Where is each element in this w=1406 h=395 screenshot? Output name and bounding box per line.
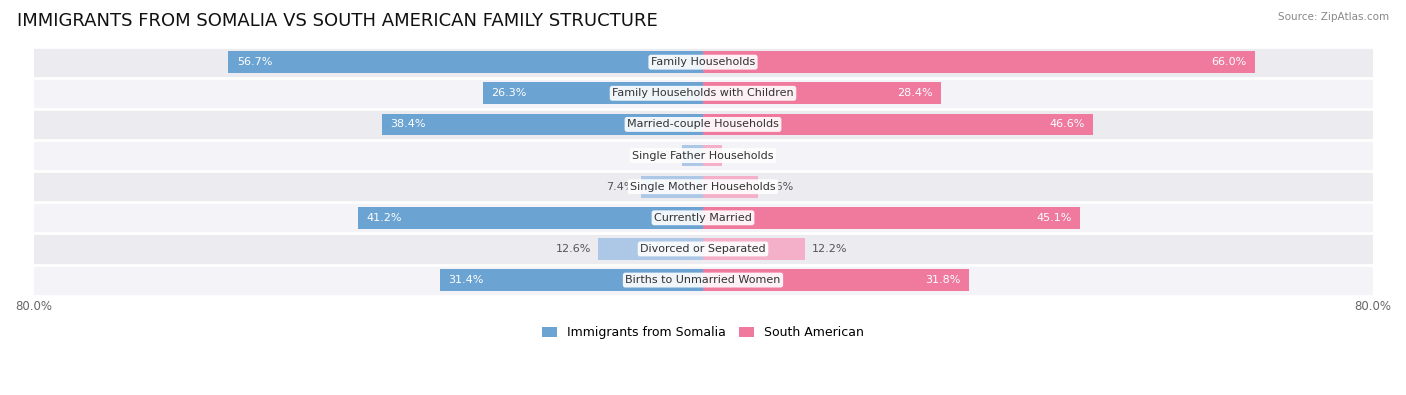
Bar — [703, 238, 806, 260]
Bar — [34, 78, 1372, 109]
Text: 2.3%: 2.3% — [728, 150, 758, 160]
Text: 46.6%: 46.6% — [1049, 119, 1084, 130]
Bar — [440, 269, 703, 291]
Text: Family Households with Children: Family Households with Children — [612, 88, 794, 98]
Bar — [34, 171, 1372, 202]
Text: 6.6%: 6.6% — [765, 182, 793, 192]
Bar — [359, 207, 703, 229]
Bar — [34, 109, 1372, 140]
Bar — [34, 47, 1372, 78]
Text: 41.2%: 41.2% — [367, 213, 402, 223]
Bar — [703, 176, 758, 198]
Bar — [703, 269, 969, 291]
Bar — [34, 202, 1372, 233]
Text: Single Mother Households: Single Mother Households — [630, 182, 776, 192]
Text: 56.7%: 56.7% — [236, 57, 273, 67]
Bar — [703, 83, 941, 104]
Bar — [703, 145, 723, 166]
Bar — [34, 140, 1372, 171]
Bar — [641, 176, 703, 198]
Bar — [34, 265, 1372, 295]
Text: Divorced or Separated: Divorced or Separated — [640, 244, 766, 254]
Text: Family Households: Family Households — [651, 57, 755, 67]
Bar — [482, 83, 703, 104]
Bar — [682, 145, 703, 166]
Text: Single Father Households: Single Father Households — [633, 150, 773, 160]
Legend: Immigrants from Somalia, South American: Immigrants from Somalia, South American — [537, 321, 869, 344]
Text: Currently Married: Currently Married — [654, 213, 752, 223]
Text: 66.0%: 66.0% — [1212, 57, 1247, 67]
Text: 12.2%: 12.2% — [811, 244, 848, 254]
Bar — [229, 51, 703, 73]
Text: 7.4%: 7.4% — [606, 182, 634, 192]
Bar — [34, 233, 1372, 265]
Text: IMMIGRANTS FROM SOMALIA VS SOUTH AMERICAN FAMILY STRUCTURE: IMMIGRANTS FROM SOMALIA VS SOUTH AMERICA… — [17, 12, 658, 30]
Bar — [703, 207, 1080, 229]
Text: Source: ZipAtlas.com: Source: ZipAtlas.com — [1278, 12, 1389, 22]
Bar — [703, 51, 1256, 73]
Text: 26.3%: 26.3% — [491, 88, 527, 98]
Text: 31.8%: 31.8% — [925, 275, 960, 285]
Text: 28.4%: 28.4% — [897, 88, 932, 98]
Text: 38.4%: 38.4% — [389, 119, 426, 130]
Bar — [598, 238, 703, 260]
Bar — [703, 113, 1092, 135]
Bar — [381, 113, 703, 135]
Text: 2.5%: 2.5% — [647, 150, 675, 160]
Text: 31.4%: 31.4% — [449, 275, 484, 285]
Text: 45.1%: 45.1% — [1036, 213, 1071, 223]
Text: Married-couple Households: Married-couple Households — [627, 119, 779, 130]
Text: Births to Unmarried Women: Births to Unmarried Women — [626, 275, 780, 285]
Text: 12.6%: 12.6% — [555, 244, 591, 254]
